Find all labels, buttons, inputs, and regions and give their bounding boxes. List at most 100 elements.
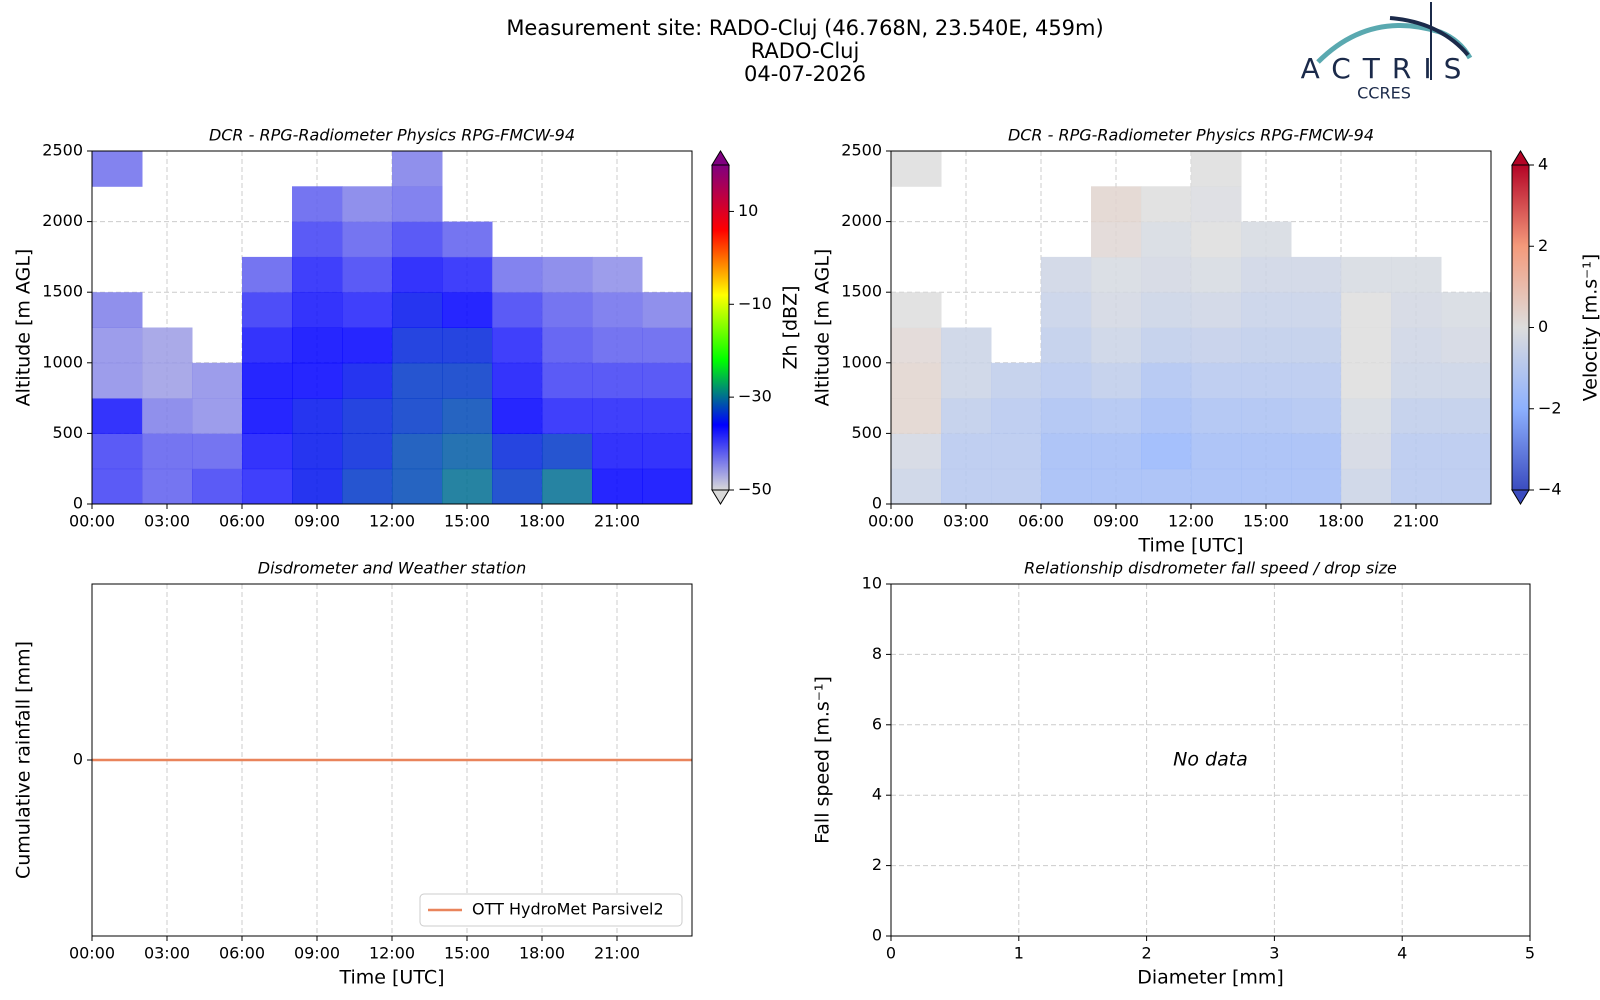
- heatmap-cell: [1291, 256, 1342, 293]
- legend-box: [419, 893, 683, 927]
- heatmap-cell: [1041, 433, 1092, 470]
- heatmap-cell: [1041, 292, 1092, 328]
- colorbar-tick-label: −2: [1538, 398, 1562, 417]
- y-axis-label: Altitude [m AGL]: [812, 249, 834, 407]
- x-tick-label: 00:00: [868, 512, 914, 531]
- heatmap-cell: [442, 433, 493, 470]
- x-tick-label: 2: [1142, 944, 1152, 963]
- heatmap-cell: [1191, 256, 1242, 293]
- x-tick-label: 00:00: [69, 512, 115, 531]
- heatmap-cell: [242, 398, 293, 434]
- heatmap-cell: [92, 433, 143, 470]
- logo-text: ACTRIS: [1301, 52, 1474, 85]
- heatmap-cell: [891, 362, 942, 399]
- y-tick-label: 2: [872, 855, 882, 874]
- y-tick-label: 500: [52, 423, 83, 442]
- heatmap-cell: [592, 468, 643, 505]
- x-tick-label: 15:00: [444, 944, 490, 963]
- heatmap-cell: [642, 327, 693, 364]
- heatmap-cell: [891, 151, 942, 187]
- heatmap-cell: [1441, 398, 1492, 434]
- x-tick-label: 18:00: [519, 944, 565, 963]
- heatmap-cell: [1091, 292, 1142, 328]
- x-tick-label: 09:00: [294, 512, 340, 531]
- heatmap-cell: [1391, 256, 1442, 293]
- y-tick-label: 1000: [841, 352, 882, 371]
- x-tick-label: 12:00: [1168, 512, 1214, 531]
- heatmap-cell: [1241, 256, 1292, 293]
- y-tick-label: 0: [73, 750, 83, 769]
- heatmap-cell: [492, 398, 543, 434]
- y-tick-label: 2500: [841, 141, 882, 160]
- colorbar-tick-label: −30: [738, 387, 772, 406]
- heatmap-cell: [1241, 468, 1292, 505]
- y-axis-label: Altitude [m AGL]: [13, 249, 35, 407]
- heatmap-cell: [442, 362, 493, 399]
- heatmap-cell: [442, 398, 493, 434]
- heatmap-cell: [1291, 362, 1342, 399]
- heatmap-cell: [1241, 362, 1292, 399]
- heatmap-cell: [92, 292, 143, 328]
- heatmap-cell: [92, 362, 143, 399]
- y-tick-label: 4: [872, 785, 882, 804]
- heatmap-cell: [1041, 398, 1092, 434]
- x-tick-label: 21:00: [594, 512, 640, 531]
- heatmap-cell: [1341, 362, 1392, 399]
- heatmap-cell: [542, 292, 593, 328]
- heatmap-cell: [92, 398, 143, 434]
- heatmap-cell: [1191, 327, 1242, 364]
- heatmap-cell: [392, 256, 443, 293]
- y-tick-label: 2500: [42, 141, 83, 160]
- heatmap-cell: [342, 398, 393, 434]
- heatmap-cell: [392, 433, 443, 470]
- heatmap-cell: [991, 398, 1042, 434]
- heatmap-cell: [891, 398, 942, 434]
- x-tick-label: 06:00: [219, 512, 265, 531]
- panel-title: DCR - RPG-Radiometer Physics RPG-FMCW-94: [209, 126, 575, 145]
- logo-subtitle: CCRES: [1357, 84, 1411, 103]
- heatmap-cell: [592, 256, 643, 293]
- colorbar-extend-top: [711, 150, 730, 166]
- heatmap-cell: [292, 362, 343, 399]
- heatmap-cell: [1191, 468, 1242, 505]
- heatmap-cell: [941, 327, 992, 364]
- heatmap-cell: [392, 468, 443, 505]
- heatmap-cell: [1191, 292, 1242, 328]
- heatmap-cell: [342, 292, 393, 328]
- logo-arc-dark: [1389, 16, 1470, 57]
- heatmap-cell: [1191, 362, 1242, 399]
- heatmap-cell: [492, 362, 543, 399]
- heatmap-cell: [142, 327, 193, 364]
- x-tick-label: 00:00: [69, 944, 115, 963]
- heatmap-cell: [542, 468, 593, 505]
- heatmap-cell: [242, 327, 293, 364]
- heatmap-cell: [1191, 398, 1242, 434]
- heatmap-cell: [1441, 292, 1492, 328]
- heatmap-cell: [1291, 292, 1342, 328]
- annotation: No data: [1173, 749, 1248, 771]
- y-tick-label: 0: [73, 494, 83, 513]
- x-tick-label: 0: [886, 944, 896, 963]
- y-tick-label: 1500: [42, 282, 83, 301]
- panel: −50 −30 −10 10 Zh [dBZ] 00:00 03:00 06:00 09:00 1…: [13, 126, 802, 531]
- heatmap-cell: [1041, 362, 1092, 399]
- colorbar-tick-label: −10: [738, 294, 772, 313]
- heatmap-cell: [1441, 433, 1492, 470]
- heatmap-cell: [1091, 398, 1142, 434]
- colorbar-extend-top: [1511, 150, 1530, 166]
- heatmap-cell: [592, 398, 643, 434]
- heatmap-cell: [941, 398, 992, 434]
- axes-frame: [890, 583, 1531, 937]
- colorbar-label: Velocity [m.s⁻¹]: [1580, 254, 1600, 402]
- heatmap-cell: [1141, 221, 1192, 258]
- x-tick-label: 3: [1269, 944, 1279, 963]
- heatmap-cell: [1341, 433, 1392, 470]
- heatmap-cell: [92, 151, 143, 187]
- heatmap-cell: [1041, 327, 1092, 364]
- heatmap-cell: [642, 398, 693, 434]
- heatmap-cell: [1141, 292, 1192, 328]
- heatmap-cell: [1391, 433, 1442, 470]
- heatmap-cell: [142, 398, 193, 434]
- heatmap-cell: [292, 292, 343, 328]
- panel: −4 −2 0 2 4 Velocity [m.s⁻¹] 00:00 03:00 06:00 09…: [812, 126, 1600, 557]
